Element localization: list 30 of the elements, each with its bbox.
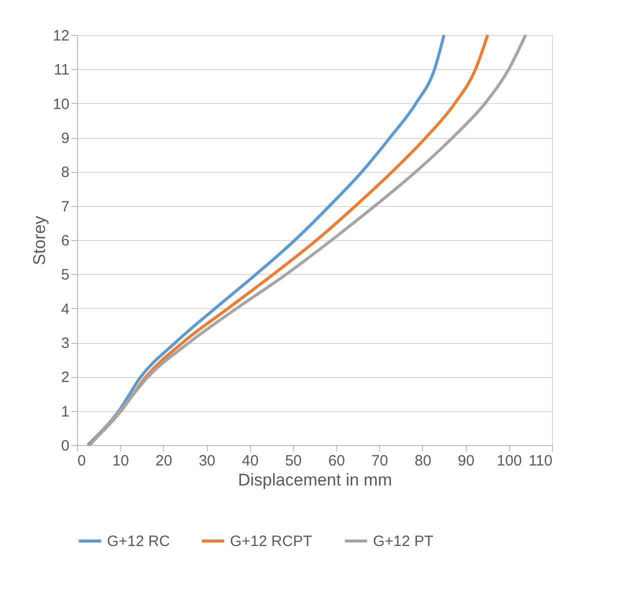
x-axis-title: Displacement in mm (238, 470, 392, 490)
y-tick-label: 6 (61, 232, 70, 250)
y-tick-label: 10 (52, 96, 70, 113)
y-tick-label: 0 (61, 438, 70, 454)
y-tick-label: 12 (52, 28, 70, 44)
y-tick-label: 7 (61, 198, 70, 216)
x-tick-label: 80 (414, 452, 432, 470)
y-tick-label: 5 (61, 266, 70, 284)
x-tick-label: 10 (112, 452, 130, 470)
x-tick-label: 110 (528, 452, 552, 470)
x-tick-label: 100 (496, 452, 522, 470)
x-tick-label: 40 (242, 452, 259, 470)
x-tick-label: 60 (328, 452, 345, 470)
legend-label: G+12 PT (373, 533, 434, 550)
x-tick-label: 0 (78, 452, 86, 470)
x-tick-label: 50 (285, 452, 302, 470)
y-tick-label: 1 (61, 403, 70, 420)
y-tick-label: 9 (61, 130, 70, 147)
y-tick-label: 2 (61, 369, 70, 386)
legend-label: G+12 RC (107, 533, 170, 550)
legend-label: G+12 RCPT (230, 533, 312, 550)
x-tick-label: 20 (156, 452, 172, 470)
x-tick-label: 70 (371, 452, 388, 470)
x-tick-label: 30 (198, 452, 216, 470)
y-tick-label: 8 (61, 164, 70, 182)
x-tick-label: 90 (458, 452, 474, 470)
y-tick-label: 3 (61, 335, 70, 352)
y-tick-label: 4 (61, 300, 70, 318)
y-tick-label: 11 (54, 62, 70, 79)
y-axis-title: Storey (30, 215, 49, 266)
